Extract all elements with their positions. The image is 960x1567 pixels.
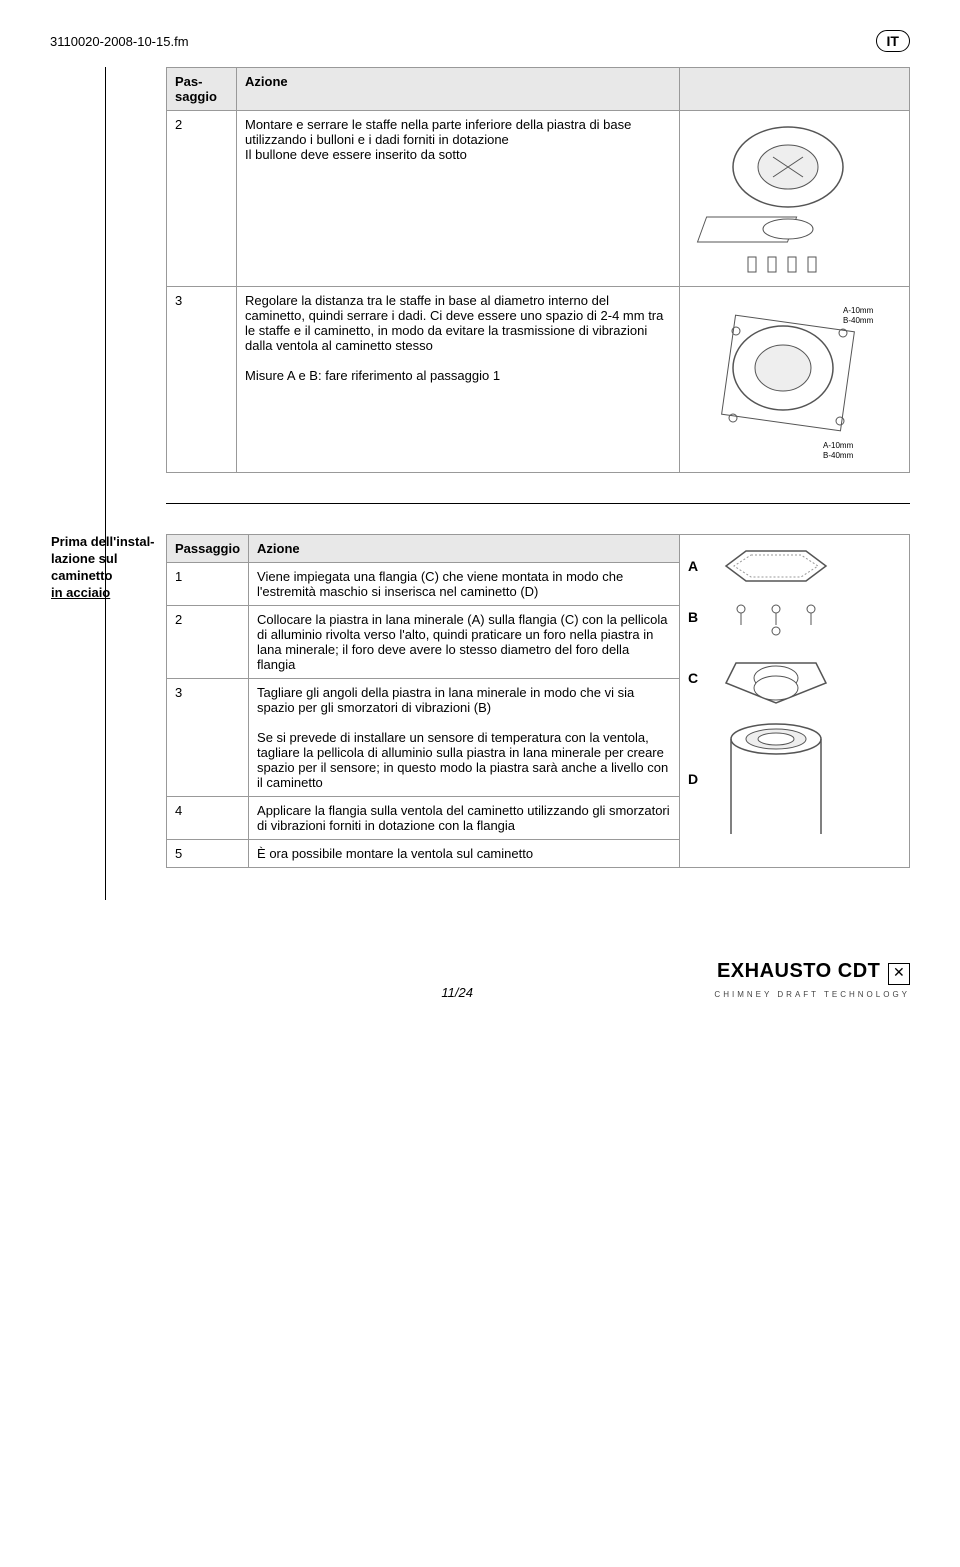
dampers-icon — [716, 597, 836, 637]
step-num: 3 — [167, 287, 237, 473]
dim-a2: A-10mm — [823, 441, 854, 450]
section-label: Prima dell'instal- lazione sul caminetto… — [51, 534, 161, 602]
brand-tagline: CHIMNEY DRAFT TECHNOLOGY — [714, 990, 910, 999]
diagram-d: D — [688, 719, 901, 839]
step-num: 4 — [167, 797, 249, 840]
flange-icon — [716, 643, 836, 713]
step-image: A-10mm B-40mm A-10mm B-40mm — [680, 287, 910, 473]
step-text: È ora possibile montare la ventola sul c… — [249, 840, 680, 868]
brand-icon — [888, 963, 910, 985]
step-text: Viene impiegata una flangia (C) che vien… — [249, 563, 680, 606]
hex-plate-icon — [716, 541, 836, 591]
page-number: 11/24 — [441, 985, 473, 1000]
label-c: C — [688, 670, 706, 686]
section-steel-chimney: Prima dell'instal- lazione sul caminetto… — [166, 503, 910, 868]
table-row: 3 Regolare la distanza tra le staffe in … — [167, 287, 910, 473]
step-text: Tagliare gli angoli della piastra in lan… — [249, 679, 680, 797]
lang-badge: IT — [876, 30, 910, 52]
col-image — [680, 68, 910, 111]
col-step: Pas-saggio — [167, 68, 237, 111]
step-body: Tagliare gli angoli della piastra in lan… — [257, 685, 634, 715]
diagram-c: C — [688, 643, 901, 713]
step-text: Collocare la piastra in lana minerale (A… — [249, 606, 680, 679]
page-footer: 11/24 EXHAUSTO CDT CHIMNEY DRAFT TECHNOL… — [0, 960, 960, 1020]
lbl-l3: caminetto — [51, 568, 112, 583]
doc-id: 3110020-2008-10-15.fm — [50, 34, 189, 49]
page-header: 3110020-2008-10-15.fm IT — [50, 30, 910, 52]
lbl-l2: lazione sul — [51, 551, 117, 566]
label-d: D — [688, 771, 706, 787]
brand-block: EXHAUSTO CDT CHIMNEY DRAFT TECHNOLOGY — [714, 960, 910, 1000]
step-image — [680, 111, 910, 287]
brand-name: EXHAUSTO CDT — [717, 960, 880, 982]
col-step: Passaggio — [167, 535, 249, 563]
col-action: Azione — [237, 68, 680, 111]
table-row: 2 Montare e serrare le staffe nella part… — [167, 111, 910, 287]
lbl-l1: Prima dell'instal- — [51, 534, 155, 549]
fan-exploded-icon — [688, 117, 888, 277]
diagram-a: A — [688, 541, 901, 591]
step-body: Regolare la distanza tra le staffe in ba… — [245, 293, 663, 353]
dim-b: B-40mm — [843, 316, 874, 325]
step-note: Se si prevede di installare un sensore d… — [257, 730, 668, 790]
step-num: 5 — [167, 840, 249, 868]
step-text: Regolare la distanza tra le staffe in ba… — [237, 287, 680, 473]
table-steps-1: Pas-saggio Azione 2 Montare e serrare le… — [166, 67, 910, 473]
step-note: Misure A e B: fare riferimento al passag… — [245, 368, 500, 383]
label-a: A — [688, 558, 706, 574]
diagram-column: A B — [680, 535, 910, 868]
table-steps-2: Passaggio Azione A — [166, 534, 910, 868]
diagram-b: B — [688, 597, 901, 637]
step-num: 2 — [167, 111, 237, 287]
col-action: Azione — [249, 535, 680, 563]
dim-b2: B-40mm — [823, 451, 854, 460]
step-text: Montare e serrare le staffe nella parte … — [237, 111, 680, 287]
step-num: 3 — [167, 679, 249, 797]
label-b: B — [688, 609, 706, 625]
main-content: Pas-saggio Azione 2 Montare e serrare le… — [105, 67, 910, 900]
chimney-icon — [716, 719, 836, 839]
step-num: 1 — [167, 563, 249, 606]
step-text: Applicare la flangia sulla ventola del c… — [249, 797, 680, 840]
dim-a: A-10mm — [843, 306, 874, 315]
lbl-l4: in acciaio — [51, 585, 110, 600]
fan-plate-icon: A-10mm B-40mm A-10mm B-40mm — [688, 293, 888, 463]
step-num: 2 — [167, 606, 249, 679]
